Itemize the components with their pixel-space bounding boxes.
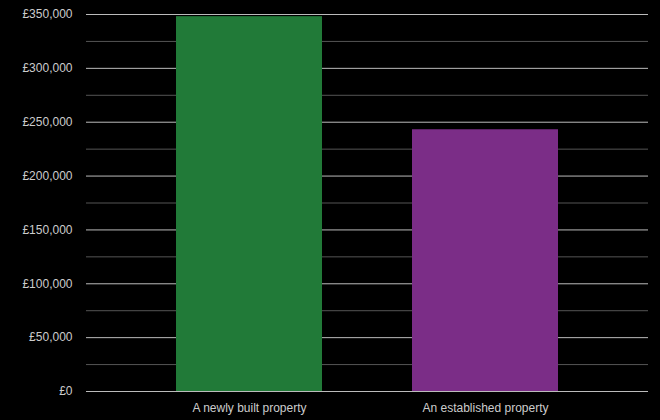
svg-text:£350,000: £350,000 [22,7,72,21]
svg-text:£250,000: £250,000 [22,115,72,129]
svg-text:£200,000: £200,000 [22,169,72,183]
svg-text:A newly built property: A newly built property [192,401,306,415]
svg-text:An established property: An established property [422,401,548,415]
svg-text:£100,000: £100,000 [22,277,72,291]
svg-text:£50,000: £50,000 [29,330,73,344]
svg-text:£0: £0 [59,384,73,398]
svg-text:£300,000: £300,000 [22,61,72,75]
svg-text:£150,000: £150,000 [22,223,72,237]
